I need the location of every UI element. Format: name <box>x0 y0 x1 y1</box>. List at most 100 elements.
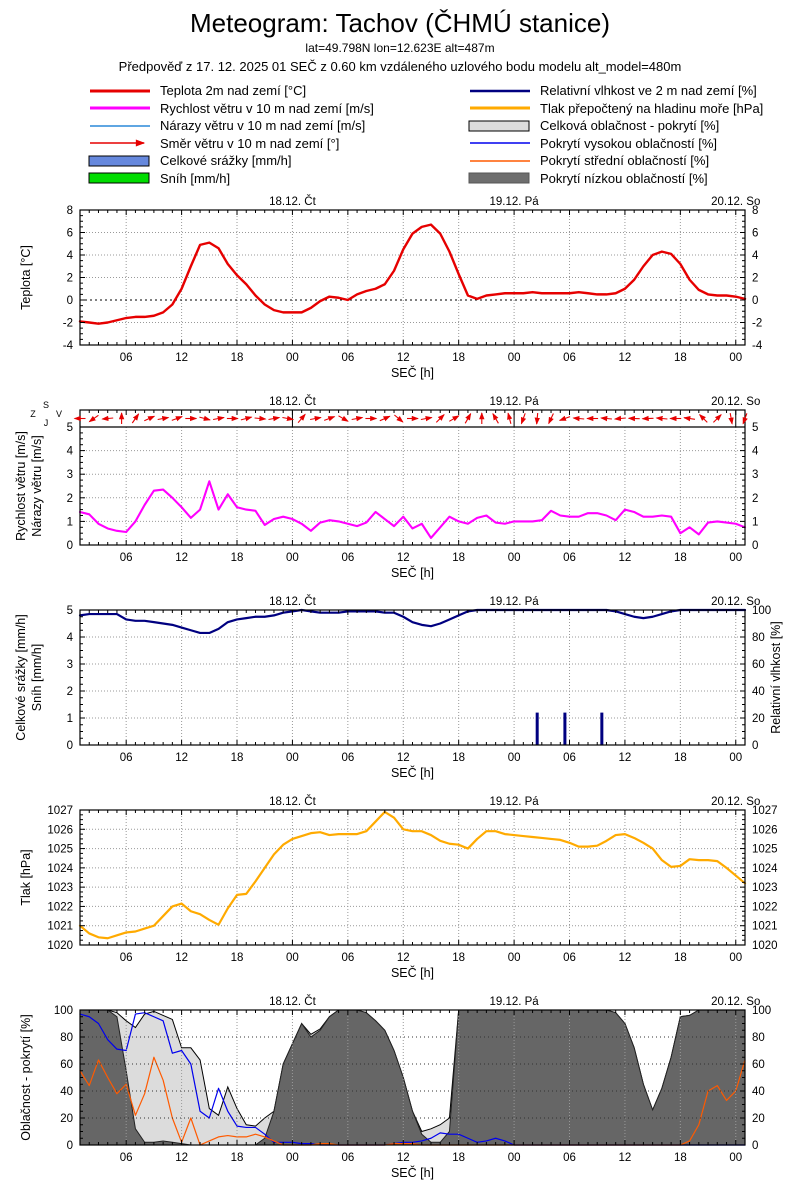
svg-text:80: 80 <box>60 1032 73 1044</box>
svg-text:00: 00 <box>729 1152 742 1164</box>
svg-text:0: 0 <box>752 540 758 552</box>
svg-text:00: 00 <box>729 752 742 764</box>
legend-swatch-line-icon <box>468 137 532 149</box>
svg-text:0: 0 <box>752 1140 758 1152</box>
svg-text:SEČ [h]: SEČ [h] <box>391 365 434 380</box>
svg-text:06: 06 <box>120 952 133 964</box>
svg-text:0: 0 <box>67 740 73 752</box>
svg-text:1027: 1027 <box>47 805 73 817</box>
svg-text:20.12. So: 20.12. So <box>711 996 760 1008</box>
svg-text:1026: 1026 <box>752 824 778 836</box>
y-axis-label: Tlak [hPa] <box>19 849 33 905</box>
svg-text:1021: 1021 <box>47 921 73 933</box>
legend-label: Rychlost větru v 10 m nad zemí [m/s] <box>160 100 374 116</box>
legend-swatch-line-icon <box>468 102 532 114</box>
legend-label: Teplota 2m nad zemí [°C] <box>160 83 307 99</box>
svg-text:12: 12 <box>619 352 632 364</box>
legend-swatch-line-icon <box>88 85 152 97</box>
legend-left-column: Teplota 2m nad zemí [°C] Rychlost větru v… <box>88 82 374 187</box>
svg-text:19.12. Pá: 19.12. Pá <box>489 196 539 208</box>
legend-label: Pokrytí vysokou oblačností [%] <box>540 135 718 151</box>
svg-text:00: 00 <box>508 352 521 364</box>
svg-text:00: 00 <box>286 1152 299 1164</box>
grid <box>80 610 745 745</box>
pressure-chart-svg: 1020 1020 1021 1021 1022 1022 1023 1023 1024 1024… <box>19 795 778 980</box>
svg-text:-4: -4 <box>752 340 763 352</box>
svg-text:18.12. Čt: 18.12. Čt <box>269 395 316 408</box>
svg-text:18: 18 <box>231 1152 244 1164</box>
svg-text:SEČ [h]: SEČ [h] <box>391 565 434 580</box>
svg-text:06: 06 <box>120 352 133 364</box>
svg-text:2: 2 <box>67 273 73 285</box>
legend-swatch-box-icon <box>88 155 152 167</box>
svg-text:V: V <box>56 409 62 419</box>
legend-label: Pokrytí nízkou oblačností [%] <box>540 170 708 186</box>
svg-text:06: 06 <box>341 952 354 964</box>
svg-text:00: 00 <box>286 952 299 964</box>
svg-text:06: 06 <box>563 752 576 764</box>
legend-swatch-box-icon <box>88 172 152 184</box>
svg-text:12: 12 <box>619 1152 632 1164</box>
svg-text:18: 18 <box>231 952 244 964</box>
svg-text:S: S <box>43 400 49 410</box>
svg-text:18: 18 <box>674 1152 687 1164</box>
svg-text:4: 4 <box>67 250 74 262</box>
svg-text:12: 12 <box>175 1152 188 1164</box>
svg-text:00: 00 <box>286 752 299 764</box>
svg-text:20.12. So: 20.12. So <box>711 796 760 808</box>
svg-text:18: 18 <box>452 752 465 764</box>
svg-text:18: 18 <box>452 952 465 964</box>
legend-item: Rychlost větru v 10 m nad zemí [m/s] <box>88 100 374 118</box>
svg-text:18: 18 <box>674 952 687 964</box>
svg-text:-4: -4 <box>63 340 74 352</box>
svg-text:100: 100 <box>752 1005 771 1017</box>
svg-text:8: 8 <box>752 205 758 217</box>
svg-text:1: 1 <box>67 516 73 528</box>
svg-text:20.12. So: 20.12. So <box>711 196 760 208</box>
svg-text:1023: 1023 <box>752 882 778 894</box>
y-axis-label: Rychlost větru [m/s] <box>14 431 28 541</box>
temperature-panel: -4 -4 -2 -2 0 0 2 2 4 4 6 6 8 8 06 12 18 00 06 12 18 00 06 12 18… <box>0 192 800 392</box>
svg-text:20: 20 <box>752 713 765 725</box>
svg-text:18: 18 <box>231 752 244 764</box>
svg-text:06: 06 <box>341 752 354 764</box>
legend: Teplota 2m nad zemí [°C] Rychlost větru v… <box>0 82 800 192</box>
series-precip-humidity-0 <box>78 608 747 635</box>
svg-text:5: 5 <box>67 605 73 617</box>
svg-text:100: 100 <box>54 1005 73 1017</box>
precipitation-humidity-panel: 0 1 2 3 4 5 0 20 40 60 80 100 06 12 18 00 06 12 18 00 06 12 18… <box>0 592 800 792</box>
legend-swatch-box-icon <box>468 172 532 184</box>
legend-item: Pokrytí nízkou oblačností [%] <box>468 170 763 188</box>
legend-item: Relativní vlhkost ve 2 m nad zemí [%] <box>468 82 763 100</box>
svg-text:4: 4 <box>752 446 759 458</box>
svg-text:19.12. Pá: 19.12. Pá <box>489 796 539 808</box>
svg-text:40: 40 <box>752 686 765 698</box>
axes-and-labels: 0 01 12 23 34 45 506 12 18 00 06 12 18 00 06 12 18 00SEČ … <box>14 395 760 580</box>
series-temperature-0 <box>78 223 747 325</box>
legend-label: Celkové srážky [mm/h] <box>160 153 292 169</box>
svg-text:19.12. Pá: 19.12. Pá <box>489 596 539 608</box>
wind-direction-arrows <box>73 412 748 425</box>
svg-text:12: 12 <box>397 752 410 764</box>
svg-text:40: 40 <box>752 1086 765 1098</box>
legend-item: Celková oblačnost - pokrytí [%] <box>468 117 763 135</box>
compass-rose-icon: SZ VJ <box>30 400 62 428</box>
svg-text:1026: 1026 <box>47 824 73 836</box>
svg-text:18: 18 <box>674 752 687 764</box>
y-axis-label: Teplota [°C] <box>19 245 33 310</box>
series-wind-1 <box>78 480 747 539</box>
svg-text:2: 2 <box>67 493 73 505</box>
y-axis-label: Sníh [mm/h] <box>30 644 44 711</box>
svg-text:J: J <box>44 418 49 428</box>
svg-text:0: 0 <box>67 540 73 552</box>
svg-text:00: 00 <box>729 552 742 564</box>
axes-and-labels: -4 -4-2 -20 02 24 46 68 806 12 18 00 06 12 18 00 06 12 18… <box>19 195 763 380</box>
svg-text:19.12. Pá: 19.12. Pá <box>489 396 539 408</box>
legend-item: Nárazy větru v 10 m nad zemí [m/s] <box>88 117 374 135</box>
svg-text:06: 06 <box>120 552 133 564</box>
svg-text:00: 00 <box>729 352 742 364</box>
svg-text:4: 4 <box>752 250 759 262</box>
svg-text:1021: 1021 <box>752 921 778 933</box>
